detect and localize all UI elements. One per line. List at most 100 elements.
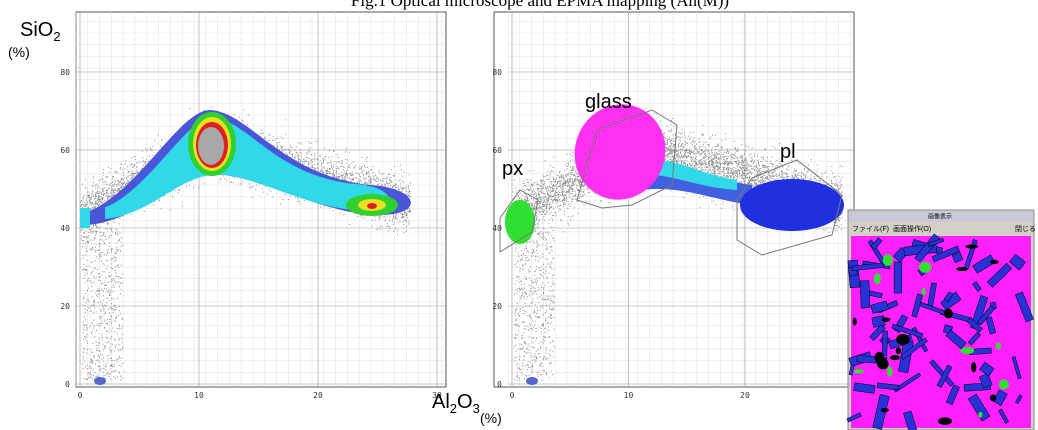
grain — [938, 417, 952, 425]
x-unit: (%) — [480, 410, 502, 426]
map-image — [846, 233, 1034, 430]
grain — [846, 412, 862, 423]
grain — [881, 317, 891, 322]
grain — [970, 295, 989, 331]
grain — [870, 237, 883, 250]
grain — [914, 233, 940, 263]
grain — [945, 384, 960, 405]
glass-region — [576, 109, 678, 209]
y-tick-label: 40 — [60, 224, 70, 233]
title-bar — [849, 211, 1033, 222]
grain — [960, 347, 975, 354]
grain — [945, 329, 967, 350]
y-tick-label: 0 — [65, 380, 70, 389]
grain — [927, 237, 945, 247]
grain — [919, 261, 932, 273]
x-label: Al2O3 — [432, 391, 480, 416]
grain — [911, 293, 923, 318]
close-button[interactable]: 閉じる — [1015, 225, 1036, 233]
grain — [903, 410, 920, 430]
cluster — [526, 377, 538, 385]
grain — [1015, 394, 1023, 405]
x-tick-label: 0 — [78, 391, 83, 400]
scatter-points — [512, 108, 843, 381]
grain — [852, 317, 857, 326]
grain — [971, 362, 977, 373]
menu-item[interactable]: 画面操作(O) — [893, 224, 931, 233]
grain — [978, 411, 983, 418]
grain — [853, 369, 864, 374]
grain — [1009, 253, 1026, 271]
grain — [1014, 291, 1034, 323]
y-tick-label: 0 — [497, 380, 502, 389]
grain — [882, 254, 893, 266]
density-band — [105, 117, 390, 219]
y-tick-label: 20 — [60, 302, 70, 311]
region-label: glass — [585, 91, 632, 113]
density-peak — [198, 127, 224, 165]
grain — [891, 323, 924, 339]
grain — [972, 254, 996, 274]
grain — [886, 366, 893, 377]
y-tick-label: 80 — [492, 68, 502, 77]
grain — [1011, 356, 1022, 380]
grain — [929, 359, 955, 387]
grain — [978, 373, 993, 389]
grain — [895, 347, 902, 355]
x-label-sub: 2 — [450, 401, 457, 416]
grain — [848, 364, 855, 376]
x-label-sub: 3 — [473, 401, 480, 416]
grain — [989, 394, 997, 402]
grain — [853, 382, 876, 394]
window-title: 画像表示 — [928, 213, 952, 221]
grain — [943, 308, 953, 319]
region-label: pl — [780, 141, 796, 163]
x-tick-label: 30 — [432, 391, 442, 400]
grain — [870, 300, 889, 314]
grain — [998, 379, 1009, 390]
x-tick-label: 10 — [624, 391, 634, 400]
title: Fig.1 Optical microscope and EPMA mappin… — [351, 0, 729, 10]
grain — [965, 244, 979, 249]
grain — [986, 262, 1013, 288]
x-tick-label: 20 — [313, 391, 323, 400]
y-label: SiO2 — [20, 19, 61, 44]
grain — [985, 316, 997, 335]
grain — [893, 372, 922, 393]
grain — [851, 262, 884, 272]
y-tick-label: 60 — [492, 146, 502, 155]
left-plot: 80 60 40 20 00 10 20 30 — [60, 11, 447, 400]
glass-cluster — [574, 104, 666, 200]
y-unit: (%) — [8, 44, 30, 60]
grain — [956, 266, 969, 272]
menu-item[interactable]: ファイル(F) — [852, 225, 889, 233]
grain — [943, 291, 954, 303]
density-peak — [367, 203, 377, 209]
grain — [979, 361, 995, 377]
grain — [951, 251, 964, 264]
grain — [859, 280, 871, 309]
density-edge — [80, 208, 90, 228]
grain — [992, 389, 1008, 406]
y-tick-label: 60 — [60, 146, 70, 155]
grain — [873, 273, 881, 285]
pl-cluster — [740, 179, 844, 231]
grain — [896, 334, 910, 345]
grain — [869, 324, 886, 342]
grain — [876, 382, 900, 391]
grain — [921, 287, 926, 296]
grain — [990, 259, 999, 265]
x-label-text: Al — [432, 391, 450, 413]
grain — [931, 245, 960, 263]
region-label: px — [502, 158, 523, 180]
grain — [880, 408, 889, 413]
grain — [972, 281, 982, 292]
grain — [900, 337, 928, 360]
grain — [967, 393, 991, 422]
grain — [890, 355, 900, 361]
cluster — [94, 377, 106, 385]
px-region — [499, 189, 539, 253]
y-label-text: SiO — [20, 19, 53, 41]
grain — [893, 261, 903, 294]
right-plot: 80 60 40 20 00 10 20 px glass pl — [492, 11, 855, 400]
